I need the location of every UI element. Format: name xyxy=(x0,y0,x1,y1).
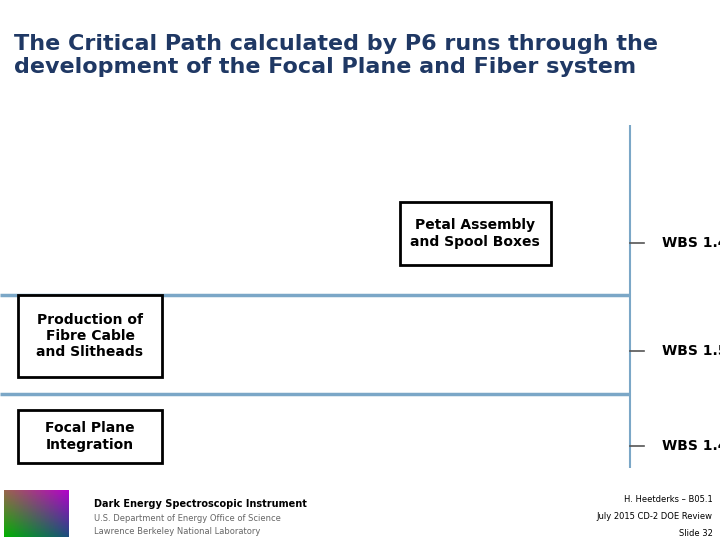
Text: July 2015 CD-2 DOE Review: July 2015 CD-2 DOE Review xyxy=(597,512,713,521)
Text: Lawrence Berkeley National Laboratory: Lawrence Berkeley National Laboratory xyxy=(94,527,260,536)
Text: Petal Assembly
and Spool Boxes: Petal Assembly and Spool Boxes xyxy=(410,218,540,248)
Text: H. Heetderks – B05.1: H. Heetderks – B05.1 xyxy=(624,495,713,504)
Text: WBS 1.4: WBS 1.4 xyxy=(662,236,720,250)
FancyBboxPatch shape xyxy=(18,295,162,377)
Text: The Critical Path calculated by P6 runs through the
development of the Focal Pla: The Critical Path calculated by P6 runs … xyxy=(14,34,658,77)
Text: WBS 1.5: WBS 1.5 xyxy=(662,344,720,358)
Text: Production of
Fibre Cable
and Slitheads: Production of Fibre Cable and Slitheads xyxy=(37,313,143,359)
Text: Slide 32: Slide 32 xyxy=(679,529,713,538)
Text: U.S. Department of Energy Office of Science: U.S. Department of Energy Office of Scie… xyxy=(94,514,281,523)
Text: Dark Energy Spectroscopic Instrument: Dark Energy Spectroscopic Instrument xyxy=(94,499,307,509)
Text: Focal Plane
Integration: Focal Plane Integration xyxy=(45,421,135,451)
Text: WBS 1.4: WBS 1.4 xyxy=(662,439,720,453)
FancyBboxPatch shape xyxy=(400,202,551,265)
FancyBboxPatch shape xyxy=(18,410,162,463)
